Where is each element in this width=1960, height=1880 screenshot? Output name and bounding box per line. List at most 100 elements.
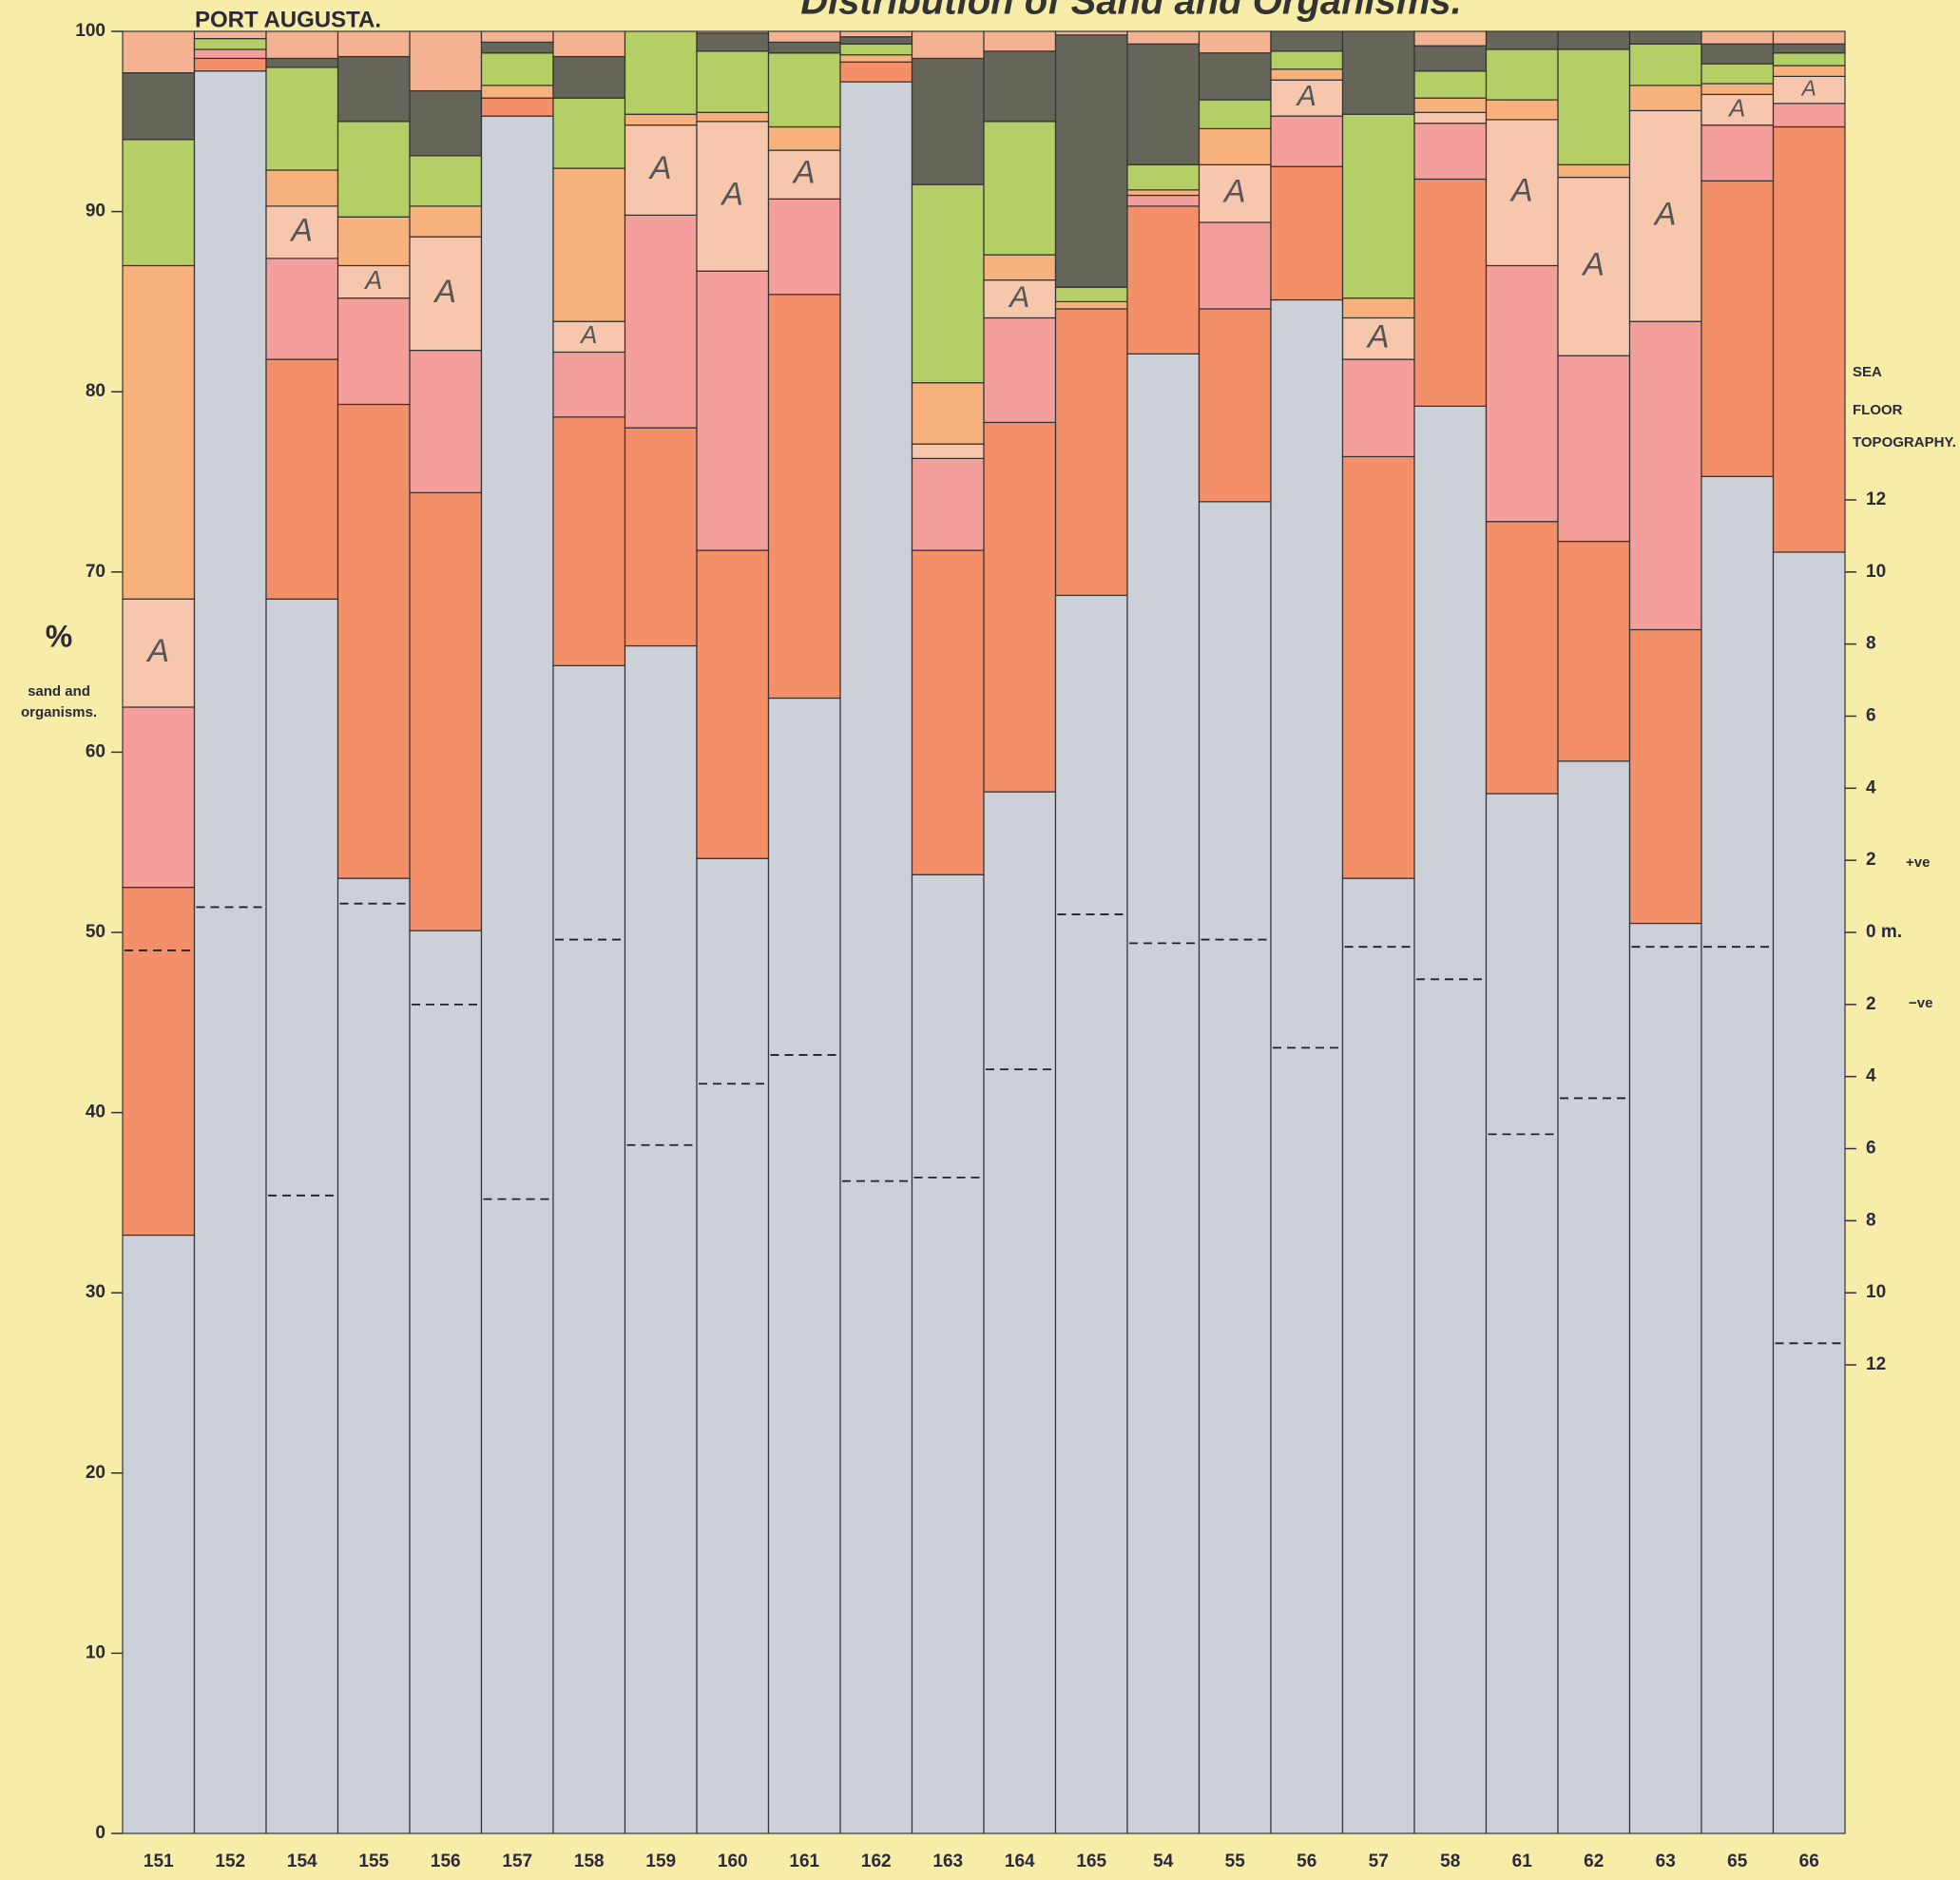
y-tick-label: 50	[86, 922, 106, 942]
bar-segment	[123, 888, 195, 1236]
bar-segment	[482, 31, 554, 42]
cell-label: A	[792, 155, 816, 191]
bar-segment	[410, 31, 482, 91]
bar-segment	[482, 42, 554, 52]
bar-segment	[840, 55, 913, 63]
y-axis-sublabel: organisms.	[21, 704, 97, 720]
bar-segment	[1127, 44, 1200, 164]
bar-segment	[1127, 164, 1200, 190]
bar-segment	[482, 98, 554, 116]
bar-segment	[1271, 51, 1343, 69]
bar-segment	[1774, 66, 1846, 76]
bar-segment	[123, 265, 195, 599]
bar-segment	[195, 58, 267, 70]
bar-segment	[1414, 31, 1487, 46]
cell-label: A	[432, 274, 456, 310]
y-tick-label: 0	[95, 1823, 106, 1843]
y2-tick-label: 8	[1866, 1210, 1876, 1230]
x-tick-label: 62	[1584, 1851, 1604, 1871]
bar-segment	[913, 383, 985, 444]
bar-segment	[410, 492, 482, 930]
bar-segment	[697, 550, 769, 858]
cell-label: A	[363, 265, 382, 295]
x-tick-label: 61	[1512, 1851, 1533, 1871]
bar-segment	[1056, 309, 1128, 595]
bar-segment	[553, 57, 625, 99]
cell-label: A	[145, 633, 169, 669]
bar-segment	[984, 317, 1056, 422]
bar-segment	[1774, 53, 1846, 66]
bar-segment	[123, 140, 195, 266]
bar-segment	[1343, 359, 1415, 456]
bar-segment	[769, 295, 841, 699]
bar-segment	[1558, 164, 1630, 177]
bar-segment	[984, 422, 1056, 792]
bar-segment	[984, 255, 1056, 280]
bar-segment	[913, 874, 985, 1833]
cell-label: A	[1296, 81, 1316, 112]
bar-segment	[482, 116, 554, 1833]
bar-segment	[1056, 31, 1128, 35]
bar-segment	[338, 31, 411, 57]
y2-tick-label: 6	[1866, 1139, 1876, 1159]
bar-segment	[1630, 321, 1702, 629]
bar-segment	[625, 428, 698, 645]
bar-segment	[1271, 31, 1343, 51]
cell-label: A	[1366, 318, 1390, 355]
y-axis-label: %	[46, 619, 72, 653]
bar-segment	[1200, 31, 1272, 53]
bar-segment	[1127, 196, 1200, 206]
bar-segment	[553, 31, 625, 57]
bar-segment	[266, 31, 338, 58]
bar-segment	[1200, 309, 1272, 502]
bar-segment	[1343, 114, 1415, 297]
y-tick-label: 30	[86, 1282, 106, 1302]
y2-axis-label: TOPOGRAPHY.	[1853, 434, 1956, 451]
bar-segment	[1414, 71, 1487, 98]
bar-segment	[1558, 761, 1630, 1833]
bar-segment	[410, 156, 482, 206]
bar-segment	[1127, 190, 1200, 196]
bar-segment	[1487, 49, 1559, 100]
bar-segment	[1056, 287, 1128, 301]
bar-segment	[1271, 116, 1343, 166]
bar-segment	[984, 51, 1056, 122]
bar-segment	[1487, 31, 1559, 49]
bar-segment	[410, 930, 482, 1833]
bar-segment	[625, 646, 698, 1833]
x-tick-label: 56	[1297, 1851, 1316, 1871]
bar-segment	[769, 42, 841, 52]
x-tick-label: 57	[1369, 1851, 1389, 1871]
x-tick-label: 165	[1076, 1851, 1106, 1871]
bar-segment	[338, 217, 411, 265]
bar-segment	[1630, 924, 1702, 1833]
bar-segment	[123, 31, 195, 73]
bar-segment	[1271, 166, 1343, 299]
bar-segment	[410, 351, 482, 493]
x-tick-label: 160	[718, 1851, 748, 1871]
bar-segment	[984, 792, 1056, 1833]
bar-segment	[1701, 181, 1774, 476]
cell-label: A	[648, 150, 672, 186]
x-tick-label: 54	[1153, 1851, 1174, 1871]
cell-label: A	[720, 176, 743, 212]
bar-segment	[338, 878, 411, 1833]
bar-segment	[1701, 31, 1774, 44]
y2-tick-label: 0 m.	[1866, 922, 1902, 942]
bar-segment	[913, 550, 985, 874]
bar-segment	[266, 170, 338, 206]
bar-segment	[1487, 522, 1559, 794]
x-tick-label: 157	[502, 1851, 532, 1871]
bar-segment	[266, 67, 338, 170]
y-tick-label: 40	[86, 1103, 106, 1122]
cell-label: A	[1727, 95, 1745, 122]
x-tick-label: 66	[1799, 1851, 1819, 1871]
y2-tick-label: 10	[1866, 562, 1886, 582]
bar-segment	[195, 49, 267, 58]
bar-segment	[984, 31, 1056, 51]
bar-segment	[625, 31, 698, 114]
bar-segment	[1343, 456, 1415, 878]
bar-segment	[840, 62, 913, 82]
bar-segment	[1414, 124, 1487, 180]
chart: Distribution of Sand and Organisms. PORT…	[0, 0, 1960, 1880]
